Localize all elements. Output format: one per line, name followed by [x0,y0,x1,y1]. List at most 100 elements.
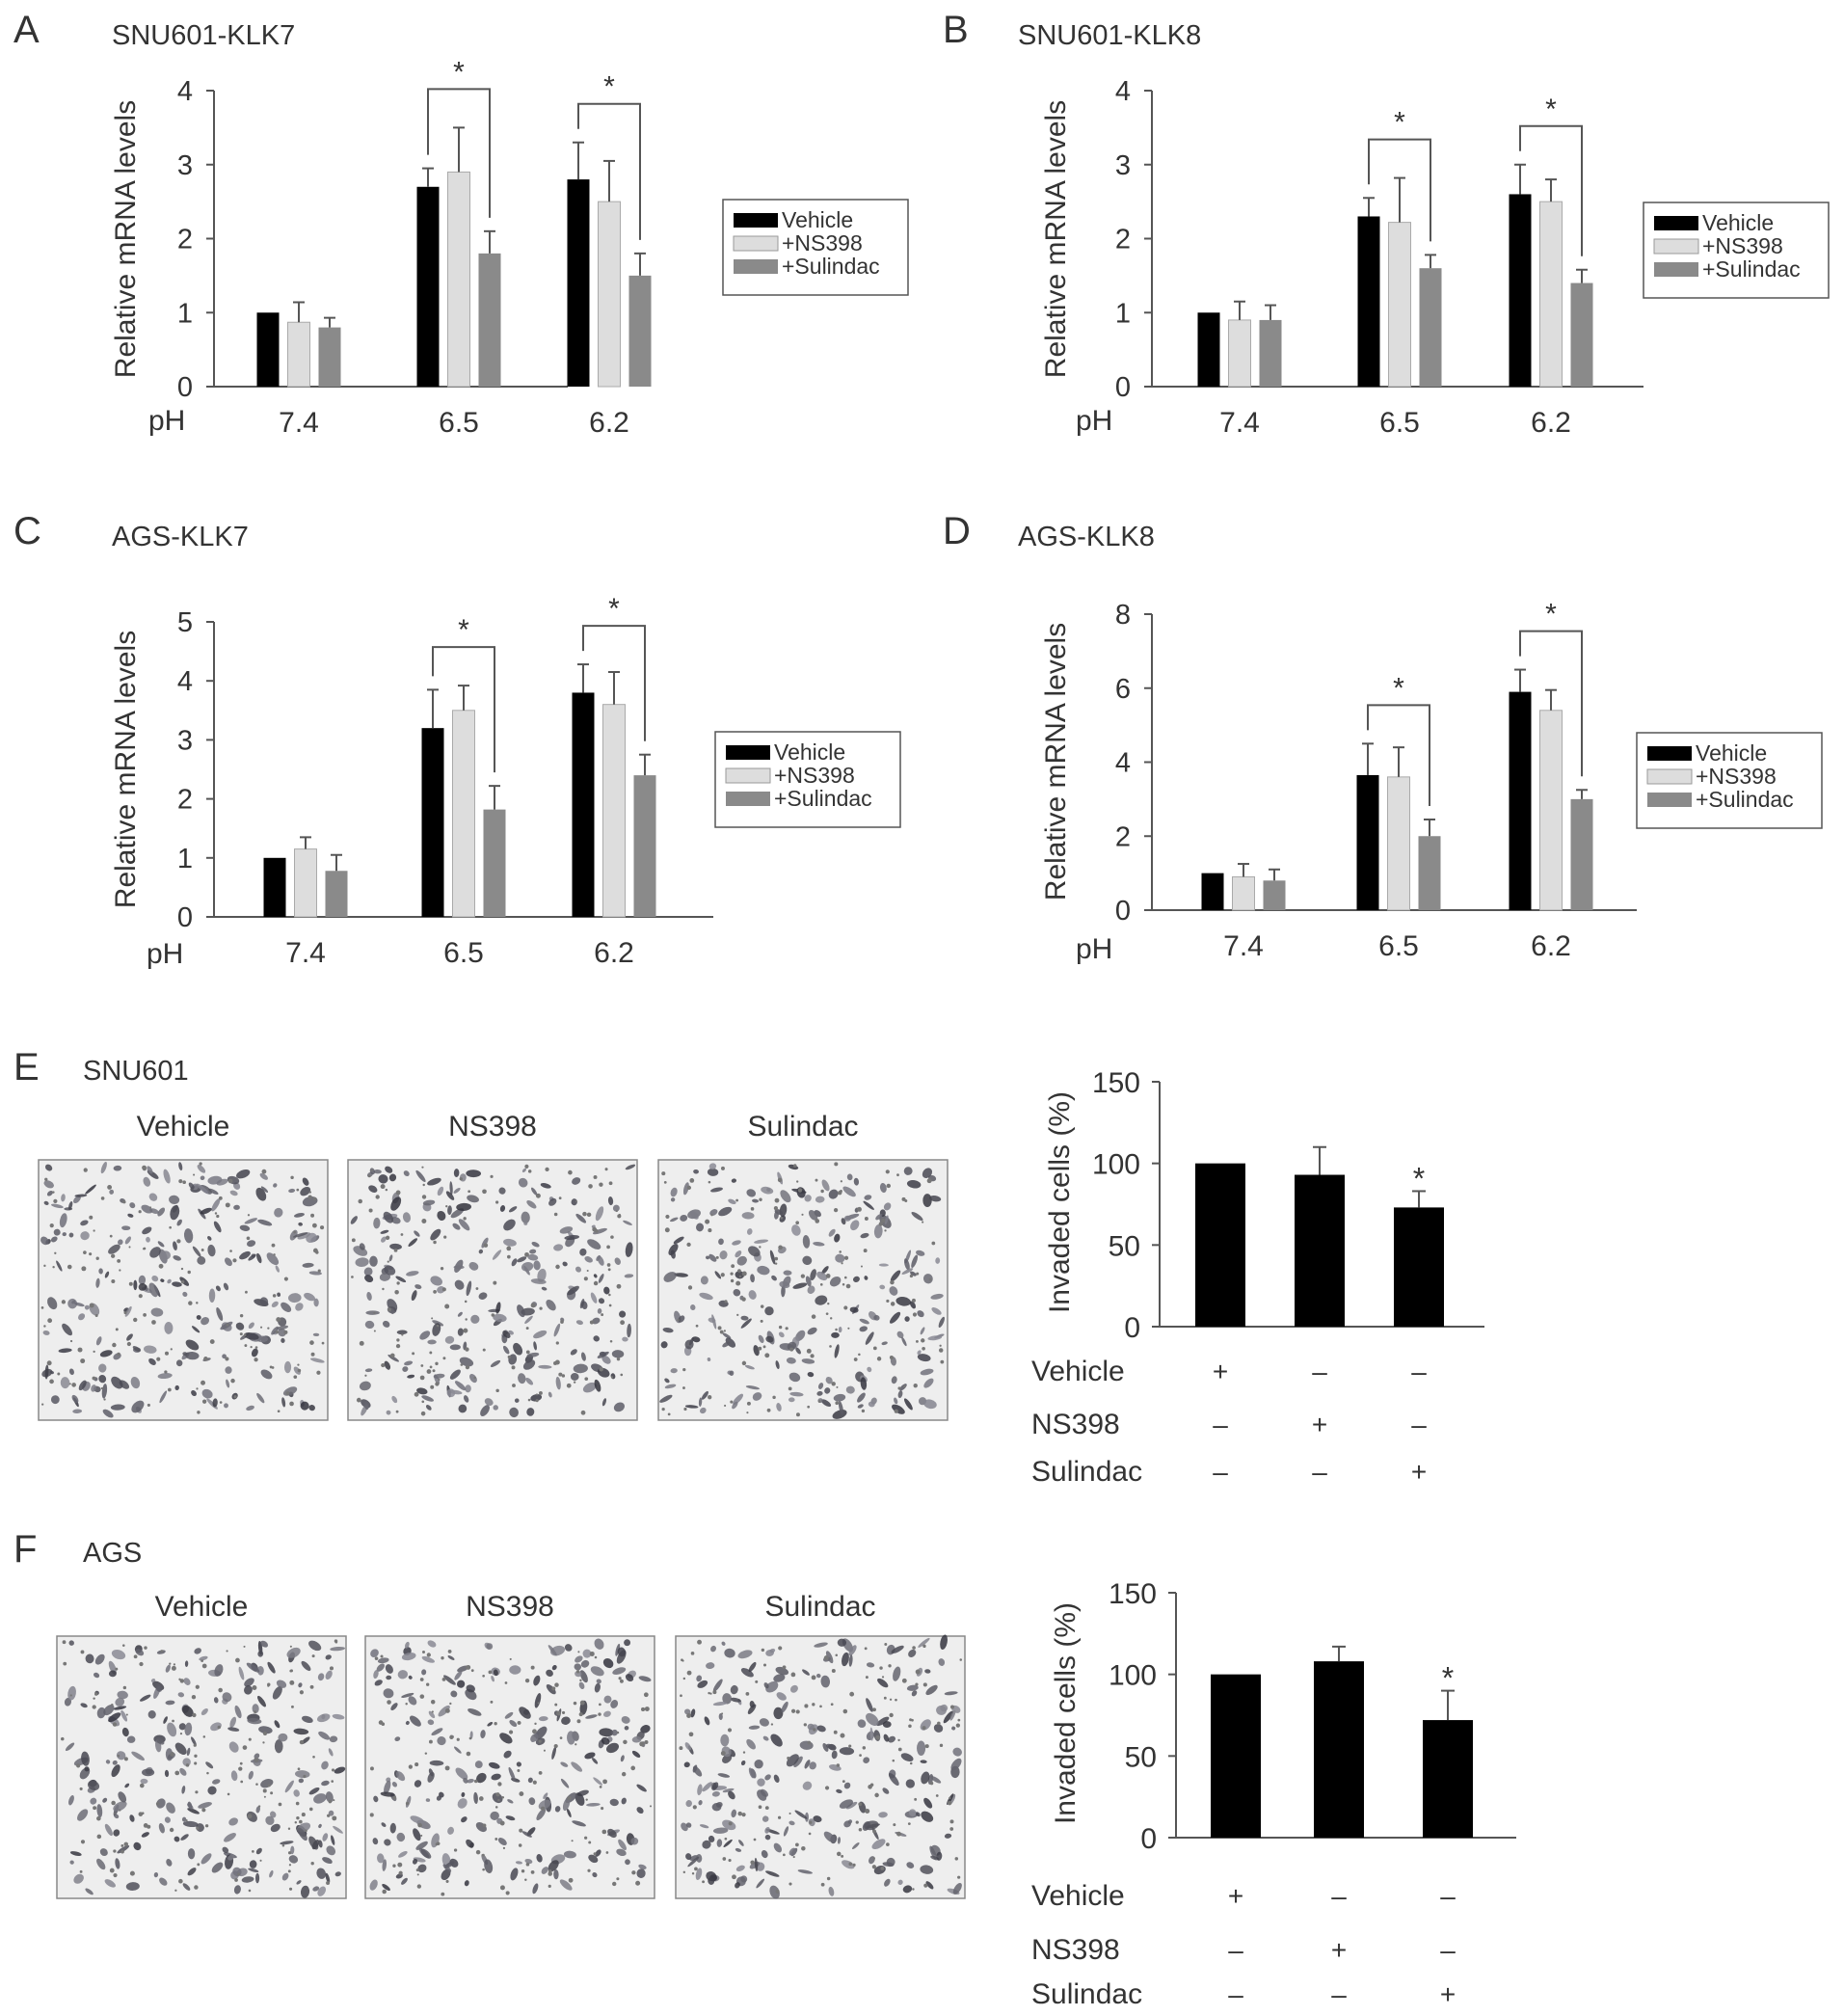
stained-cell [200,1707,208,1716]
stained-cell [121,1727,129,1737]
stained-cell [789,1684,798,1693]
pore [444,1765,450,1771]
pore [317,1269,321,1273]
stained-cell [788,1820,795,1826]
stained-cell [695,1868,703,1880]
pore [788,1812,791,1814]
stained-cell [114,1814,120,1819]
pore [412,1352,415,1356]
pore [194,1754,198,1758]
pore [308,1191,312,1194]
pore [843,1276,847,1279]
stained-cell [714,1271,722,1279]
pore [433,1290,437,1294]
stained-cell [581,1301,588,1310]
pore [928,1277,932,1281]
stained-cell [865,1331,874,1345]
stained-cell [72,1196,81,1204]
stained-cell [815,1673,821,1679]
stained-cell [514,1398,520,1403]
stained-cell [129,1202,136,1209]
stained-cell [466,1280,472,1297]
stained-cell [597,1308,602,1314]
stained-cell [797,1869,813,1874]
legend-label: +Sulindac [782,254,880,279]
pore [447,1650,452,1653]
stained-cell [842,1652,849,1667]
stained-cell [538,1716,548,1722]
pore [774,1197,780,1203]
pore [369,1813,374,1817]
stained-cell [87,1780,100,1791]
stained-cell [463,1777,468,1784]
stained-cell [187,1848,196,1860]
legend-swatch [1654,216,1698,230]
stained-cell [62,1232,67,1237]
pore [731,1264,735,1269]
stained-cell [708,1835,715,1842]
pore [604,1168,608,1171]
stained-cell [640,1725,651,1734]
stained-cell [741,1212,755,1220]
pore [616,1283,622,1289]
x-tick-label: 6.2 [594,937,634,969]
panel-letter: A [13,9,40,51]
significance-star: * [453,56,465,88]
pore [277,1410,281,1413]
stained-cell [186,1747,191,1757]
pore [158,1263,164,1269]
bar [1197,312,1220,387]
pore [227,1178,233,1184]
stained-cell [108,1670,117,1678]
stained-cell [757,1778,765,1787]
pore [398,1870,403,1875]
stained-cell [599,1728,614,1737]
legend-swatch [733,235,779,252]
stained-cell [51,1203,64,1209]
stained-cell [130,1377,141,1389]
stained-cell [95,1277,100,1288]
pore [690,1652,695,1655]
stained-cell [467,1195,479,1203]
pore [738,1275,741,1277]
stained-cell [548,1197,557,1206]
stained-cell [404,1360,414,1366]
stained-cell [293,1728,309,1735]
pore [682,1367,686,1372]
pore [589,1651,595,1656]
stained-cell [822,1742,829,1752]
pore [382,1287,385,1291]
stained-cell [478,1249,484,1254]
stained-cell [373,1217,381,1229]
stained-cell [191,1736,197,1746]
stained-cell [308,1787,320,1795]
stained-cell [732,1401,738,1410]
stained-cell [740,1668,754,1678]
stained-cell [816,1725,826,1733]
stained-cell [408,1238,418,1247]
stained-cell [124,1305,132,1317]
pore [441,1287,446,1292]
pore [587,1868,591,1872]
stained-cell [415,1841,428,1850]
pore [859,1754,862,1758]
stained-cell [150,1307,164,1317]
pore [191,1694,197,1700]
stained-cell [430,1276,442,1286]
stained-cell [765,1680,779,1693]
pore [841,1262,843,1265]
stained-cell [456,1680,466,1688]
stained-cell [427,1719,435,1726]
pore [594,1655,598,1659]
stained-cell [878,1812,888,1818]
stained-cell [526,1408,535,1416]
pore [755,1680,759,1683]
stained-cell [379,1273,391,1281]
stained-cell [813,1242,825,1247]
stained-cell [896,1331,904,1339]
stained-cell [255,1872,260,1884]
stained-cell [487,1722,494,1727]
stained-cell [300,1187,311,1196]
pore [524,1878,527,1881]
pore [392,1795,397,1800]
